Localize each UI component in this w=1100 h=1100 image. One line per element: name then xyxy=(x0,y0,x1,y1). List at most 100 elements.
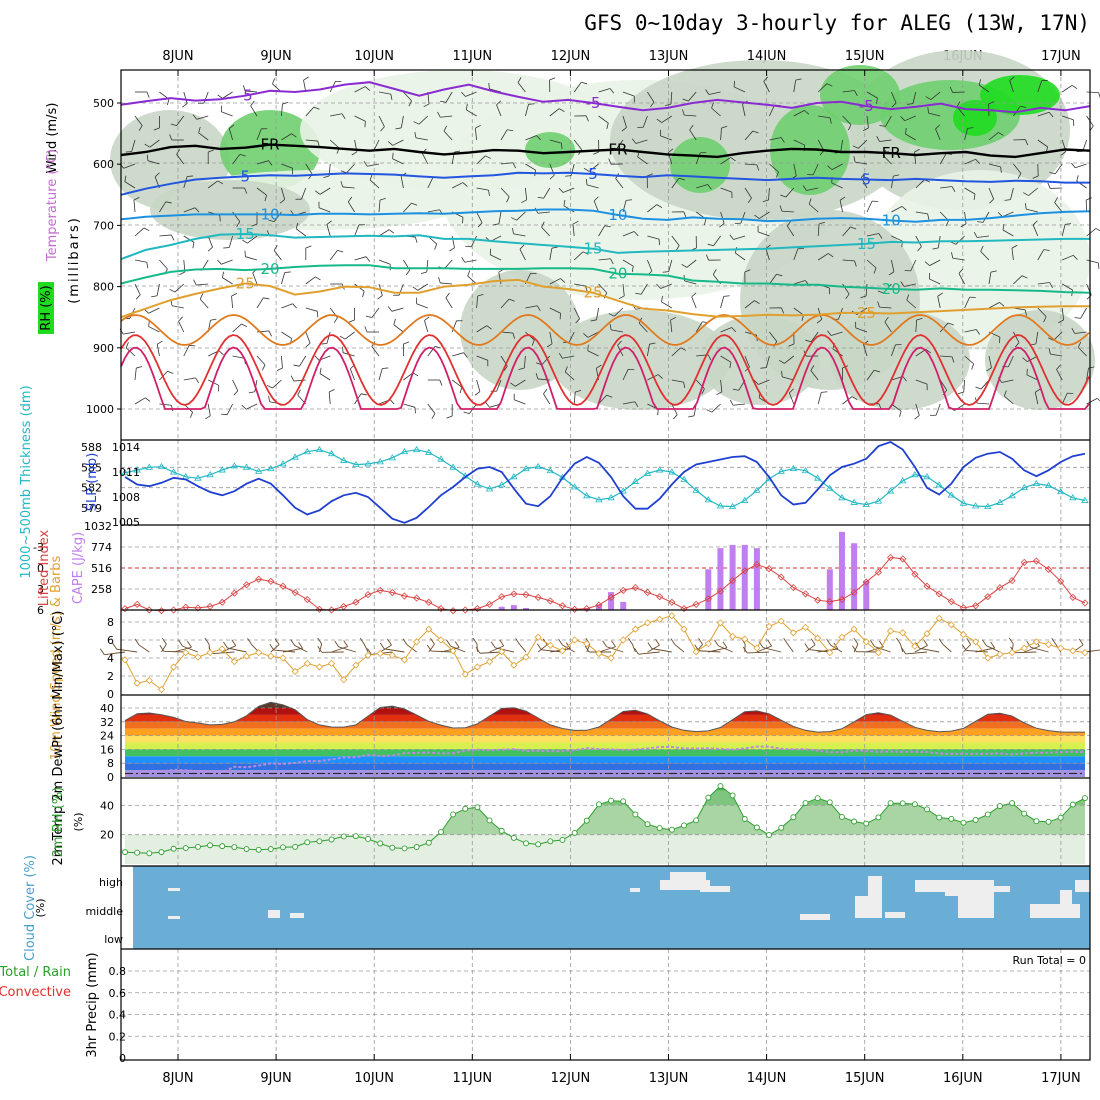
wind-speed-point xyxy=(571,636,579,644)
wind-barb xyxy=(510,379,526,387)
wind-barb xyxy=(706,403,721,413)
wind-barb-flag xyxy=(363,161,368,167)
lifted-point xyxy=(1020,558,1028,566)
surface-barb-flag xyxy=(767,639,772,647)
wind-barb-staff xyxy=(793,110,805,117)
lifted-point xyxy=(935,590,943,598)
wind-barb-flag xyxy=(572,220,579,225)
wind-barb-flag xyxy=(635,292,642,295)
isotherm-label: 20 xyxy=(882,280,901,298)
surface-barb-flag xyxy=(274,638,280,645)
wind-barb xyxy=(176,149,185,165)
wind-speed-point xyxy=(716,619,725,627)
rh-point xyxy=(304,839,311,846)
wind-barb-staff xyxy=(671,178,680,189)
wind-barb-flag xyxy=(157,340,163,345)
precip-panel: 00.20.40.60.8 Run Total = 0 Total / Rain… xyxy=(0,949,1090,1065)
cape-bar xyxy=(608,592,615,610)
wind-barb-flag xyxy=(1061,151,1067,156)
surface-barb xyxy=(379,642,405,653)
wind-barb-staff xyxy=(125,347,136,357)
wind-barb-flag xyxy=(1017,173,1022,179)
wind-barb-flag xyxy=(231,293,238,297)
wind-barb-flag xyxy=(503,365,508,372)
wind-barb-flag xyxy=(1048,348,1051,355)
wind-barb xyxy=(587,344,599,357)
surface-barb-flag xyxy=(536,643,542,651)
wind-speed-point xyxy=(218,645,226,653)
wind-barb-flag xyxy=(854,90,858,97)
isotherm-label: 5 xyxy=(588,165,598,183)
wind-barb xyxy=(1062,115,1075,126)
wind-barb-staff xyxy=(1037,139,1048,148)
wind-barb xyxy=(763,76,770,93)
pressure-tick-600: 600 xyxy=(93,158,114,171)
wind-barb-flag xyxy=(558,187,564,193)
wind-barb xyxy=(330,113,346,119)
wind-barb-staff xyxy=(256,297,264,309)
wind-barb-staff xyxy=(171,305,184,309)
wind-barb-staff xyxy=(123,331,136,335)
wind-speed-point xyxy=(510,661,518,669)
wind-barb-flag xyxy=(649,342,656,345)
wind-barb-flag xyxy=(305,342,311,348)
wind-barb-staff xyxy=(232,379,239,391)
wind-barb-flag xyxy=(1043,316,1047,323)
wind-barb-flag xyxy=(1023,192,1029,196)
wind-barb-staff xyxy=(744,130,754,141)
lifted-point xyxy=(303,595,311,604)
rh-point xyxy=(170,845,177,852)
wind-barb-flag xyxy=(1096,398,1100,402)
wind-barb-flag xyxy=(1025,139,1029,146)
wind-barb xyxy=(295,187,307,200)
wind-tick-4: 4 xyxy=(107,652,114,665)
wind-barb-flag xyxy=(1086,197,1092,201)
date-label-top-15JUN: 15JUN xyxy=(845,49,885,64)
wind-barb-flag xyxy=(657,374,663,379)
wind-barb-staff xyxy=(305,276,316,285)
wind-barb-staff xyxy=(1037,111,1050,117)
wind-barb-staff xyxy=(199,298,209,309)
wind-barb xyxy=(647,342,656,357)
surface-barb-staff xyxy=(905,651,928,655)
rh-point xyxy=(790,814,797,821)
wind-barb xyxy=(914,403,920,420)
wind-speed-point xyxy=(595,649,603,658)
wind-barb-flag xyxy=(914,415,920,420)
wind-barb-flag xyxy=(518,367,525,371)
wind-barb xyxy=(906,294,917,309)
wind-barb xyxy=(305,331,311,348)
wind-barb xyxy=(618,283,625,300)
wind-barb xyxy=(1071,327,1087,334)
surface-barb xyxy=(805,638,816,653)
surface-barb xyxy=(804,643,830,653)
wind-barb-flag xyxy=(229,124,235,129)
isotherm-label: FR xyxy=(261,136,280,154)
wind-barb-staff xyxy=(245,90,258,93)
wind-barb-flag xyxy=(145,397,151,402)
wind-barb-staff xyxy=(403,202,412,213)
cloud-cover-label: Cloud Cover (%) xyxy=(23,855,38,961)
wind-barb xyxy=(393,318,404,333)
lifted-point xyxy=(692,600,700,608)
wind-barb xyxy=(716,379,723,396)
wind-barb xyxy=(891,206,907,213)
wind-barb-staff xyxy=(256,187,267,196)
surface-barb-flag xyxy=(853,637,859,645)
wind-barb-flag xyxy=(364,326,368,333)
wind-barb xyxy=(427,403,436,419)
wind-barb xyxy=(866,369,880,381)
rh-band xyxy=(125,786,1085,791)
wind-barb-flag xyxy=(290,375,295,382)
wind-barb-flag xyxy=(510,382,516,387)
wind-barb-flag xyxy=(1048,112,1054,118)
wind-barb xyxy=(281,163,294,175)
bottom-date-labels: 8JUN 9JUN 10JUN 11JUN 12JUN 13JUN 14JUN 15JUN 16… xyxy=(162,1071,1080,1086)
wind-barb-flag xyxy=(675,245,680,251)
surface-barb-flag xyxy=(359,637,365,645)
wind-barb-staff xyxy=(465,91,477,97)
cloud-block xyxy=(168,916,180,919)
wind-barb-staff xyxy=(301,187,307,200)
wind-barb-staff xyxy=(793,80,797,93)
